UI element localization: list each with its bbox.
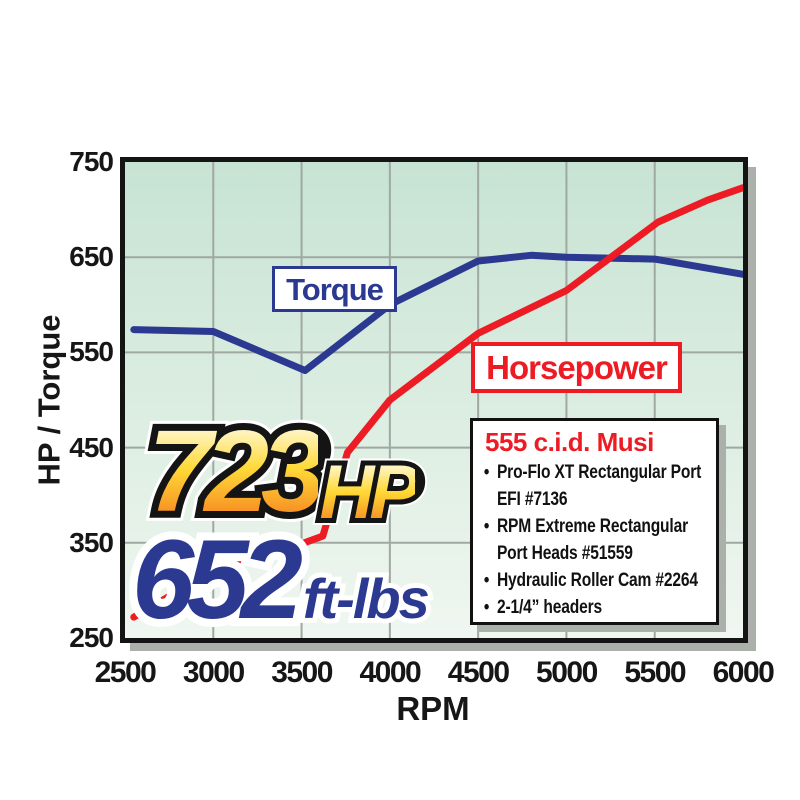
horsepower-series-label: Horsepower (486, 349, 668, 386)
peak-hp-unit: HP HP HP (313, 448, 427, 538)
y-tick-label: 550 (69, 336, 114, 368)
peak-torque-number-halo: 652 (124, 516, 311, 644)
engine-spec-bullet: 2-1/4” headers (483, 594, 713, 621)
peak-torque-unit-halo: ft-lbs (298, 566, 435, 632)
x-tick-label: 2500 (94, 656, 157, 689)
x-tick-label: 5500 (624, 656, 686, 689)
peak-hp-unit-outline: HP (315, 450, 426, 536)
peak-torque-callout: 652 652 ft-lbs ft-lbs (124, 516, 435, 644)
engine-spec-bullet: Pro-Flo XT Rectangular Port EFI #7136 (483, 459, 713, 513)
engine-spec-bullet: RPM Extreme Rectangular Port Heads #5155… (483, 513, 713, 567)
y-tick-label: 650 (69, 241, 114, 273)
x-axis-title: RPM (396, 690, 470, 727)
x-tick-label: 5000 (536, 656, 598, 689)
y-tick-label: 350 (69, 526, 114, 558)
peak-hp-unit-halo: HP (313, 448, 427, 538)
y-tick-label: 750 (69, 146, 114, 177)
engine-spec-title: 555 c.i.d. Musi (485, 427, 654, 457)
torque-series-label-box: Torque (272, 266, 397, 312)
horsepower-series-label-box: Horsepower (471, 342, 682, 393)
engine-spec-list: Pro-Flo XT Rectangular Port EFI #7136RPM… (483, 459, 713, 621)
x-tick-label: 4500 (447, 656, 510, 689)
x-tick-label: 6000 (712, 656, 775, 689)
peak-torque-unit: ft-lbs ft-lbs (298, 566, 435, 632)
peak-torque-unit-fill: ft-lbs (302, 567, 430, 630)
y-tick-label: 250 (69, 622, 114, 653)
torque-series-label: Torque (286, 271, 384, 307)
peak-hp-number: 723 723 723 (138, 403, 335, 539)
engine-spec-bullet: Hydraulic Roller Cam #2264 (483, 567, 713, 594)
peak-hp-number-outline: 723 (141, 406, 332, 536)
peak-hp-number-fill: 723 (148, 406, 326, 536)
x-tick-label: 3000 (182, 656, 245, 689)
peak-hp-unit-fill: HP (319, 450, 421, 535)
y-axis-title: HP / Torque (31, 314, 67, 486)
horsepower-curve (130, 184, 747, 621)
peak-hp-number-halo: 723 (138, 403, 335, 539)
peak-hp-callout: 723 723 723 HP HP HP (138, 403, 427, 539)
engine-spec-box: 555 c.i.d. Musi Pro-Flo XT Rectangular P… (470, 418, 719, 625)
x-tick-label: 3500 (271, 656, 333, 689)
peak-torque-number-fill: 652 (132, 517, 303, 642)
y-tick-label: 450 (69, 431, 114, 463)
torque-curve (130, 251, 747, 374)
peak-torque-number: 652 652 (124, 516, 311, 644)
x-tick-label: 4000 (359, 656, 421, 689)
